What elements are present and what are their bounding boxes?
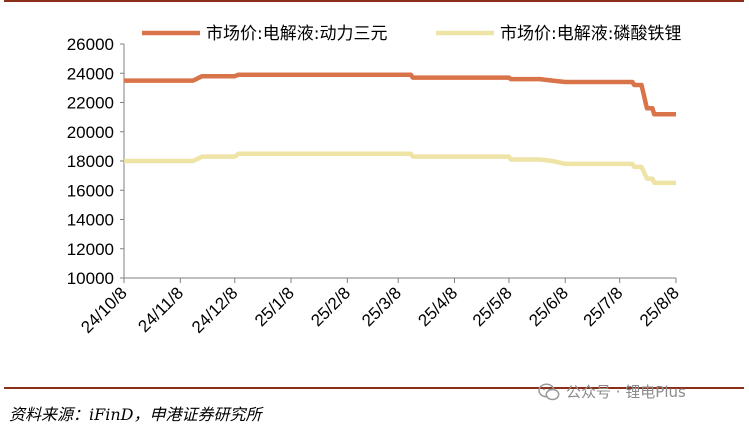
bottom-rule xyxy=(4,387,744,389)
x-tick-label: 25/2/8 xyxy=(307,283,354,330)
y-tick-label: 24000 xyxy=(67,64,114,83)
y-tick-label: 14000 xyxy=(67,211,114,230)
legend: 市场价:电解液:动力三元 市场价:电解液:磷酸铁锂 xyxy=(142,24,681,44)
series-line-1 xyxy=(124,72,676,117)
chart-axes xyxy=(120,43,677,283)
x-tick-label: 25/4/8 xyxy=(414,283,461,330)
series-line-2 xyxy=(124,151,676,186)
y-tick-label: 10000 xyxy=(67,269,114,288)
x-tick-label: 25/3/8 xyxy=(358,283,405,330)
x-tick-label: 24/12/8 xyxy=(188,283,242,337)
y-tick-label: 26000 xyxy=(67,35,114,54)
x-tick-label: 24/11/8 xyxy=(134,283,187,336)
watermark: 公众号 · 锂电Plus xyxy=(538,381,686,402)
line-chart: 市场价:电解液:动力三元 市场价:电解液:磷酸铁锂 26000 24000 22000… xyxy=(67,24,683,337)
x-tick-label: 25/6/8 xyxy=(525,283,572,330)
x-tick-label: 25/7/8 xyxy=(580,283,627,330)
x-tick-label: 24/10/8 xyxy=(77,283,131,337)
y-tick-label: 20000 xyxy=(67,123,114,142)
x-tick-label: 25/8/8 xyxy=(636,283,683,330)
x-tick-label: 25/1/8 xyxy=(251,283,298,330)
legend-label: 市场价:电解液:动力三元 xyxy=(206,24,387,44)
x-tick-label: 25/5/8 xyxy=(469,283,516,330)
y-axis-tick-labels: 26000 24000 22000 20000 18000 16000 14000 12000… xyxy=(67,35,114,288)
y-tick-label: 12000 xyxy=(67,240,114,259)
y-tick-label: 16000 xyxy=(67,181,114,200)
watermark-text: 公众号 · 锂电Plus xyxy=(566,383,686,401)
source-note: 资料来源：iFinD，申港证券研究所 xyxy=(9,405,262,424)
x-axis-tick-labels: 24/10/8 24/11/8 24/12/8 25/1/8 25/2/8 25/3/8 2… xyxy=(77,283,683,337)
top-rule xyxy=(4,0,744,2)
y-tick-label: 22000 xyxy=(67,94,114,113)
legend-label: 市场价:电解液:磷酸铁锂 xyxy=(500,24,681,44)
y-tick-label: 18000 xyxy=(67,152,114,171)
series-lines xyxy=(124,72,676,186)
wechat-icon xyxy=(538,383,560,400)
